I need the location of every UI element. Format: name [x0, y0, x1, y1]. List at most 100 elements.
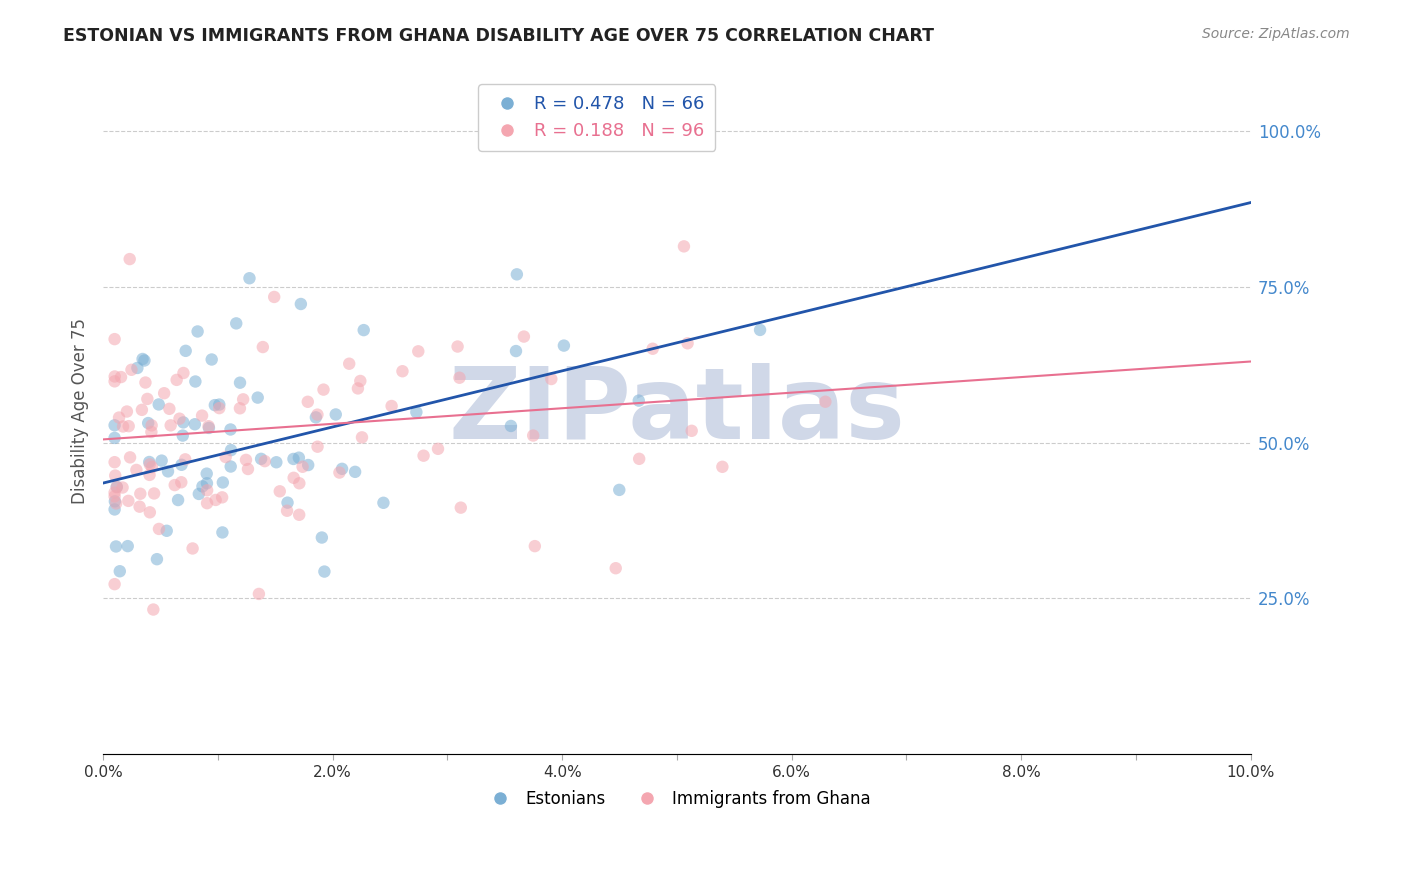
Immigrants from Ghana: [236, 462, 259, 476]
Immigrants from Ghana: [291, 459, 314, 474]
Estonians: [148, 397, 170, 411]
Immigrants from Ghana: [540, 372, 562, 386]
Estonians: [198, 421, 221, 435]
Immigrants from Ghana: [215, 450, 238, 464]
Immigrants from Ghana: [121, 363, 143, 377]
Immigrants from Ghana: [711, 459, 734, 474]
Immigrants from Ghana: [235, 453, 257, 467]
Immigrants from Ghana: [288, 508, 311, 522]
Immigrants from Ghana: [641, 342, 664, 356]
Immigrants from Ghana: [814, 394, 837, 409]
Estonians: [187, 487, 209, 501]
Immigrants from Ghana: [204, 492, 226, 507]
Immigrants from Ghana: [391, 364, 413, 378]
Estonians: [167, 493, 190, 508]
Estonians: [277, 496, 299, 510]
Immigrants from Ghana: [347, 381, 370, 395]
Immigrants from Ghana: [247, 587, 270, 601]
Estonians: [266, 455, 288, 469]
Estonians: [127, 361, 149, 376]
Estonians: [305, 410, 328, 425]
Immigrants from Ghana: [157, 401, 180, 416]
Immigrants from Ghana: [174, 452, 197, 467]
Immigrants from Ghana: [307, 408, 329, 422]
Estonians: [170, 458, 193, 472]
Estonians: [246, 391, 269, 405]
Text: Source: ZipAtlas.com: Source: ZipAtlas.com: [1202, 27, 1350, 41]
Immigrants from Ghana: [108, 410, 131, 425]
Estonians: [373, 496, 395, 510]
Immigrants from Ghana: [138, 467, 160, 482]
Immigrants from Ghana: [297, 394, 319, 409]
Immigrants from Ghana: [118, 419, 141, 434]
Immigrants from Ghana: [446, 339, 468, 353]
Immigrants from Ghana: [232, 392, 254, 407]
Estonians: [211, 475, 233, 490]
Estonians: [172, 416, 194, 430]
Legend: Estonians, Immigrants from Ghana: Estonians, Immigrants from Ghana: [477, 783, 877, 814]
Immigrants from Ghana: [628, 451, 651, 466]
Estonians: [283, 452, 305, 467]
Immigrants from Ghana: [181, 541, 204, 556]
Estonians: [195, 476, 218, 491]
Immigrants from Ghana: [120, 450, 142, 465]
Immigrants from Ghana: [523, 539, 546, 553]
Estonians: [311, 531, 333, 545]
Estonians: [184, 375, 207, 389]
Immigrants from Ghana: [128, 500, 150, 514]
Immigrants from Ghana: [406, 344, 429, 359]
Immigrants from Ghana: [159, 418, 181, 433]
Estonians: [187, 325, 209, 339]
Immigrants from Ghana: [139, 458, 162, 472]
Immigrants from Ghana: [141, 425, 163, 439]
Immigrants from Ghana: [129, 487, 152, 501]
Estonians: [204, 398, 226, 412]
Immigrants from Ghana: [134, 376, 156, 390]
Immigrants from Ghana: [115, 404, 138, 418]
Immigrants from Ghana: [139, 505, 162, 519]
Estonians: [330, 462, 353, 476]
Immigrants from Ghana: [141, 418, 163, 433]
Estonians: [288, 450, 311, 465]
Immigrants from Ghana: [252, 340, 274, 354]
Estonians: [219, 422, 242, 436]
Estonians: [405, 405, 427, 419]
Immigrants from Ghana: [522, 428, 544, 442]
Estonians: [174, 343, 197, 358]
Immigrants from Ghana: [136, 392, 159, 406]
Estonians: [150, 453, 173, 467]
Immigrants from Ghana: [195, 483, 218, 498]
Immigrants from Ghana: [288, 476, 311, 491]
Immigrants from Ghana: [676, 336, 699, 351]
Immigrants from Ghana: [276, 504, 298, 518]
Estonians: [184, 417, 207, 432]
Immigrants from Ghana: [117, 494, 139, 508]
Estonians: [104, 418, 127, 433]
Estonians: [749, 323, 772, 337]
Estonians: [250, 451, 273, 466]
Immigrants from Ghana: [112, 419, 135, 434]
Immigrants from Ghana: [104, 369, 127, 384]
Estonians: [344, 465, 367, 479]
Immigrants from Ghana: [169, 411, 191, 425]
Immigrants from Ghana: [110, 370, 132, 384]
Immigrants from Ghana: [449, 370, 471, 384]
Estonians: [191, 479, 214, 493]
Immigrants from Ghana: [104, 375, 127, 389]
Immigrants from Ghana: [170, 475, 193, 490]
Immigrants from Ghana: [104, 485, 127, 500]
Estonians: [131, 351, 153, 366]
Estonians: [195, 467, 218, 481]
Immigrants from Ghana: [350, 430, 373, 444]
Immigrants from Ghana: [412, 449, 434, 463]
Estonians: [208, 398, 231, 412]
Immigrants from Ghana: [118, 252, 141, 266]
Immigrants from Ghana: [131, 402, 153, 417]
Estonians: [134, 353, 156, 368]
Text: ZIPatlas: ZIPatlas: [449, 363, 905, 460]
Estonians: [325, 408, 347, 422]
Immigrants from Ghana: [104, 489, 127, 503]
Estonians: [607, 483, 630, 497]
Immigrants from Ghana: [605, 561, 627, 575]
Immigrants from Ghana: [191, 409, 214, 423]
